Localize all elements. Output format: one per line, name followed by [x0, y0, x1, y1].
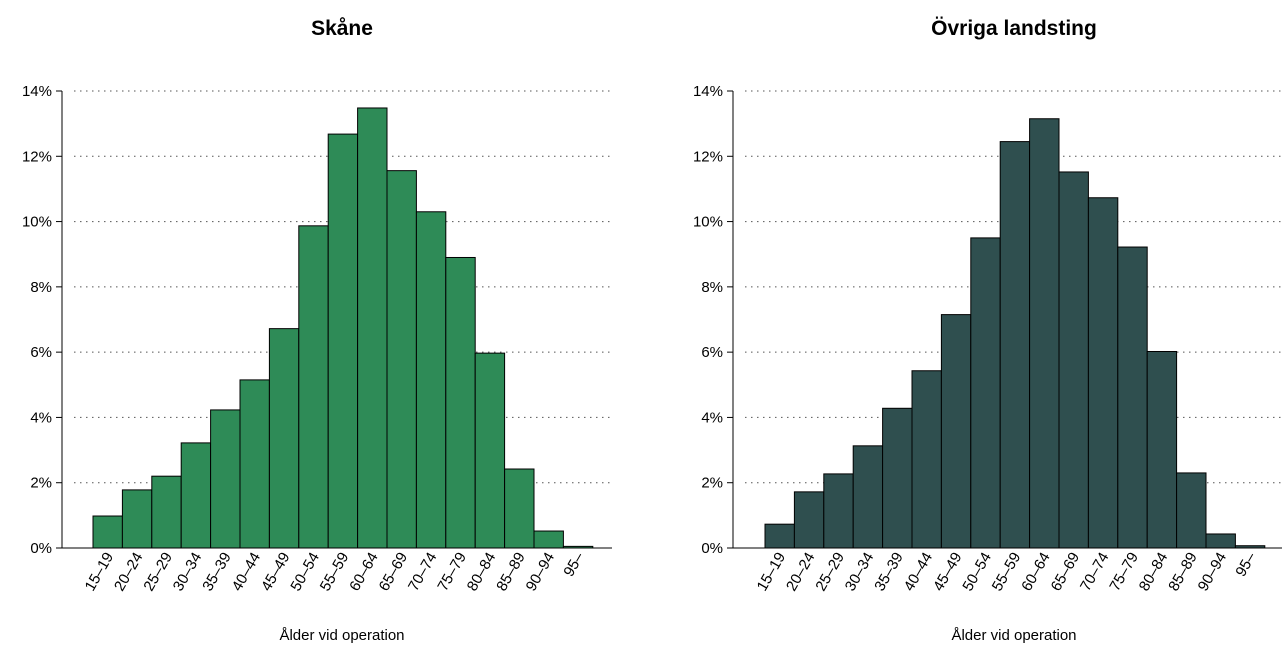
x-tick-label: 25–29 — [140, 550, 176, 595]
x-tick-label: 45–49 — [930, 550, 966, 595]
y-tick-label: 6% — [30, 344, 52, 361]
x-tick-label: 70–74 — [1077, 550, 1113, 595]
x-tick-label: 50–54 — [959, 550, 995, 595]
x-tick-label: 40–44 — [901, 550, 937, 595]
x-tick-label: 40–44 — [229, 550, 265, 595]
bar — [92, 515, 123, 549]
bar — [1205, 533, 1236, 549]
y-tick-label: 8% — [701, 279, 723, 296]
bar — [562, 545, 594, 549]
bar — [940, 314, 972, 549]
bar — [239, 379, 270, 549]
x-tick-label: 55–59 — [989, 550, 1025, 595]
bar — [151, 475, 182, 549]
chart-panel-1: Skåne0%2%4%6%8%10%12%14%15–1920–2425–293… — [22, 17, 612, 644]
x-tick-label: 60–64 — [1018, 550, 1054, 595]
bar — [911, 370, 942, 549]
x-tick-label: 70–74 — [405, 550, 441, 595]
y-tick-label: 6% — [701, 344, 723, 361]
y-tick-label: 2% — [30, 475, 52, 492]
bar — [327, 133, 359, 549]
x-tick-label: 85–89 — [493, 550, 529, 595]
x-tick-label: 25–29 — [812, 550, 848, 595]
bar — [1117, 246, 1148, 549]
bar — [1058, 171, 1089, 549]
bar — [415, 211, 447, 549]
bar — [999, 141, 1031, 549]
x-tick-label: 20–24 — [111, 550, 147, 595]
x-tick-label: 65–69 — [376, 550, 412, 595]
x-tick-label: 30–34 — [842, 550, 878, 595]
x-axis-label: Ålder vid operation — [951, 627, 1076, 644]
bar — [357, 107, 388, 549]
y-tick-label: 12% — [693, 148, 723, 165]
y-tick-label: 12% — [22, 148, 52, 165]
y-tick-label: 14% — [22, 83, 52, 100]
chart-title: Övriga landsting — [931, 17, 1097, 40]
x-tick-label: 90–94 — [1195, 550, 1231, 595]
bar — [268, 328, 300, 549]
y-tick-label: 0% — [701, 540, 723, 557]
y-tick-label: 2% — [701, 475, 723, 492]
bar — [793, 491, 825, 549]
y-tick-label: 10% — [22, 214, 52, 231]
chart-title: Skåne — [311, 17, 373, 40]
y-tick-label: 8% — [30, 279, 52, 296]
y-tick-label: 10% — [693, 214, 723, 231]
x-tick-label: 95– — [560, 549, 588, 580]
y-tick-label: 14% — [693, 83, 723, 100]
bar — [504, 468, 535, 549]
bar — [1087, 197, 1119, 549]
bar — [386, 170, 417, 549]
x-tick-label: 35–39 — [199, 550, 235, 595]
bar — [764, 523, 795, 549]
x-axis-label: Ålder vid operation — [279, 627, 404, 644]
bar — [1029, 118, 1060, 549]
x-tick-label: 80–84 — [1136, 550, 1172, 595]
bar — [852, 445, 884, 549]
bar — [180, 442, 212, 549]
x-tick-label: 50–54 — [287, 550, 323, 595]
x-tick-label: 45–49 — [258, 550, 294, 595]
bar — [1234, 545, 1266, 549]
x-tick-label: 85–89 — [1165, 550, 1201, 595]
x-tick-label: 15–19 — [82, 550, 118, 595]
bar — [970, 237, 1001, 549]
x-tick-label: 35–39 — [871, 550, 907, 595]
bar — [445, 256, 476, 549]
bar — [210, 409, 241, 549]
x-tick-label: 30–34 — [170, 550, 206, 595]
bar — [1146, 350, 1178, 549]
chart-panel-2: Övriga landsting 0% 2% 4% 6% 8% 10% 12% 14% 15–19… — [693, 17, 1282, 644]
x-tick-label: 65–69 — [1048, 550, 1084, 595]
x-tick-label: 95– — [1232, 549, 1260, 580]
bar — [1176, 472, 1207, 549]
bar — [882, 407, 913, 549]
y-tick-label: 4% — [30, 409, 52, 426]
bar — [474, 352, 506, 549]
x-tick-label: 90–94 — [523, 550, 559, 595]
bar — [121, 489, 153, 549]
y-tick-label: 4% — [701, 409, 723, 426]
x-tick-label: 60–64 — [346, 550, 382, 595]
x-tick-label: 80–84 — [464, 550, 500, 595]
bar — [298, 225, 329, 549]
x-tick-label: 20–24 — [783, 550, 819, 595]
x-tick-label: 75–79 — [1106, 550, 1142, 595]
x-tick-label: 15–19 — [754, 550, 790, 595]
x-tick-label: 75–79 — [434, 550, 470, 595]
bar — [533, 530, 564, 549]
x-tick-label: 55–59 — [317, 550, 353, 595]
y-tick-label: 0% — [30, 540, 52, 557]
bar — [823, 473, 854, 549]
